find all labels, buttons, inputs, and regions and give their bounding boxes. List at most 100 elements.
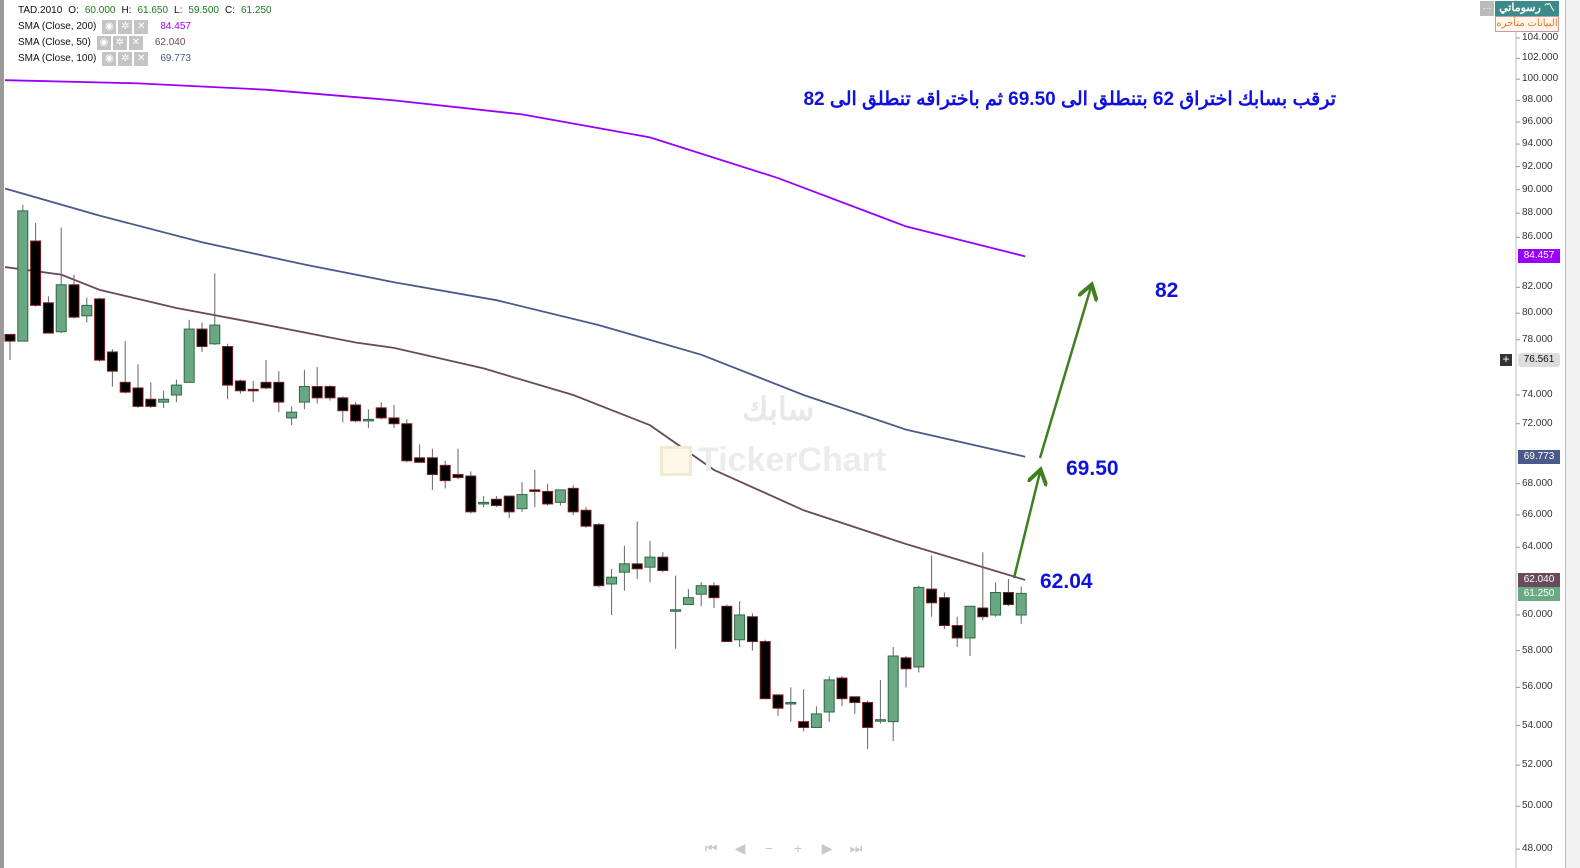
candle — [695, 582, 707, 607]
watermark-text: TickerChart — [698, 441, 887, 479]
level-label-82: 82 — [1155, 279, 1179, 302]
candle — [874, 679, 886, 724]
first-icon[interactable]: ⏮ — [704, 840, 718, 856]
candle-body — [375, 407, 387, 419]
crosshair-add-button[interactable]: + — [1500, 353, 1512, 366]
candle — [119, 341, 131, 394]
candle-body — [234, 380, 246, 392]
indicator-value: 69.773 — [160, 53, 191, 64]
y-tick-label: 94.000 — [1522, 138, 1553, 150]
next-icon[interactable]: ▶ — [821, 840, 833, 856]
candle — [913, 585, 925, 673]
candle — [170, 379, 182, 403]
candle — [298, 369, 310, 410]
y-tick-label: 86.000 — [1522, 231, 1553, 243]
candle — [260, 360, 272, 390]
y-tick-label: 50.000 — [1522, 800, 1553, 812]
last-icon[interactable]: ⏭ — [849, 840, 863, 856]
more-button[interactable]: ... — [1480, 1, 1494, 16]
candle — [1002, 578, 1014, 607]
candle-body — [836, 677, 848, 700]
indicator-row: SMA (Close, 200) ◉ ✲ ✕ 84.457 — [18, 19, 278, 35]
candle — [721, 604, 733, 643]
y-tick-label: 78.000 — [1522, 333, 1553, 345]
gear-icon[interactable]: ✲ — [112, 36, 127, 50]
y-tick-label: 66.000 — [1522, 509, 1553, 521]
candle-body — [644, 556, 656, 568]
candle — [55, 227, 67, 334]
candle-body — [849, 696, 861, 703]
candle-body — [900, 657, 912, 670]
candle-body — [94, 298, 106, 361]
candle — [554, 489, 566, 506]
level-label-69: 69.50 — [1066, 457, 1119, 480]
close-label: C: — [224, 5, 235, 16]
tickerchart-logo-icon — [660, 445, 692, 476]
candle — [670, 575, 682, 649]
annotation-arrows — [1012, 287, 1091, 579]
candle — [529, 469, 541, 508]
candle — [17, 204, 29, 342]
candle — [350, 402, 362, 423]
candle-body — [81, 304, 93, 317]
candle-body — [657, 556, 669, 571]
candle-body — [695, 585, 707, 595]
candle-body — [529, 489, 541, 492]
candle-body — [362, 418, 374, 422]
candle — [542, 483, 554, 506]
candle — [990, 582, 1002, 617]
y-tick-label: 72.000 — [1522, 417, 1553, 429]
close-icon[interactable]: ✕ — [134, 52, 149, 66]
candle-body — [926, 588, 938, 604]
candle — [823, 676, 835, 722]
candle-body — [350, 404, 362, 422]
gear-icon[interactable]: ✲ — [118, 20, 133, 34]
candle — [42, 296, 54, 334]
y-tick-label: 54.000 — [1522, 719, 1553, 731]
gear-icon[interactable]: ✲ — [118, 52, 133, 66]
candle — [836, 676, 848, 707]
candle-body — [465, 475, 477, 513]
candle-body — [670, 609, 682, 612]
candle-body — [247, 388, 259, 392]
candle-body — [170, 384, 182, 396]
right-scrollbar[interactable] — [1565, 0, 1580, 868]
candle-body — [158, 398, 170, 403]
y-tick-label: 82.000 — [1522, 281, 1553, 293]
y-tick-label: 56.000 — [1522, 681, 1553, 693]
zoom-in-icon[interactable]: + — [793, 840, 803, 856]
candle — [68, 274, 80, 319]
candle-body — [580, 509, 592, 527]
sma50-price-tag: 62.040 — [1518, 573, 1560, 587]
candle — [1015, 586, 1027, 624]
candle-body — [106, 351, 118, 372]
candle-body — [542, 490, 554, 505]
candle-body — [439, 464, 451, 482]
candle — [964, 605, 976, 657]
y-tick-label: 92.000 — [1522, 160, 1553, 172]
candle-body — [977, 607, 989, 618]
candle-body — [759, 641, 771, 700]
sma-line — [4, 187, 1026, 458]
y-tick-label: 68.000 — [1522, 477, 1553, 489]
candle-body — [721, 605, 733, 643]
eye-icon[interactable]: ◉ — [96, 36, 111, 50]
candle — [362, 409, 374, 429]
prev-icon[interactable]: ◀ — [734, 840, 746, 856]
candle-body — [913, 586, 925, 668]
candle-body — [593, 524, 605, 587]
high-label: H: — [121, 5, 132, 16]
arrow-to-82 — [1038, 287, 1091, 459]
eye-icon[interactable]: ◉ — [102, 20, 117, 34]
eye-icon[interactable]: ◉ — [102, 52, 117, 66]
zoom-out-icon[interactable]: − — [764, 840, 774, 856]
candle — [798, 689, 810, 732]
candle — [158, 390, 170, 408]
close-icon[interactable]: ✕ — [128, 36, 143, 50]
candle-body — [887, 655, 899, 723]
y-axis-ticks — [1516, 37, 1520, 850]
last-price-tag: 61.250 — [1518, 587, 1560, 601]
close-icon[interactable]: ✕ — [134, 20, 149, 34]
open-label: O: — [68, 5, 79, 16]
